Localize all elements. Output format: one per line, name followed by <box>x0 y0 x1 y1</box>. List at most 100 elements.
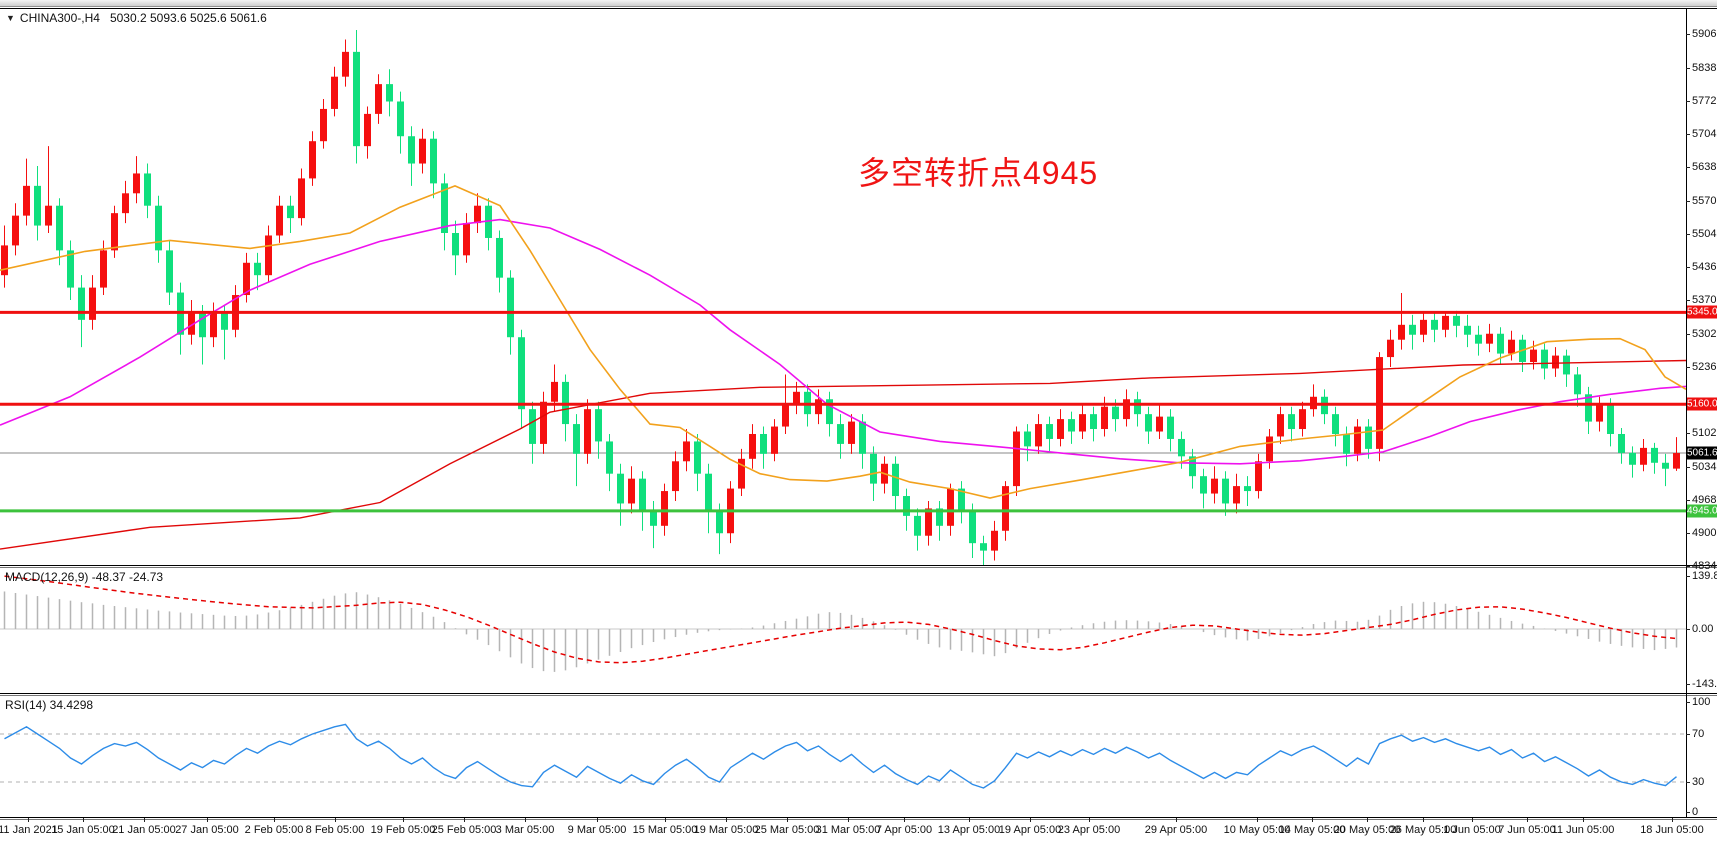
candle <box>980 543 987 551</box>
candle <box>23 185 30 216</box>
candle <box>870 453 877 484</box>
candle <box>364 113 371 147</box>
macd-tick-mark <box>1686 684 1690 686</box>
candle <box>617 473 624 504</box>
candle <box>1013 431 1020 487</box>
price-tick-label: 5570.0 <box>1692 194 1717 207</box>
candle <box>342 51 349 77</box>
candle <box>1486 333 1493 344</box>
rsi-tick-mark <box>1686 702 1690 703</box>
candle <box>485 205 492 238</box>
price-tick-label: 4900.0 <box>1692 527 1717 540</box>
candle <box>595 409 602 442</box>
candle <box>133 173 140 194</box>
candle <box>518 337 525 410</box>
rsi-tick-mark <box>1686 782 1690 783</box>
candle <box>298 178 305 219</box>
candle <box>1398 324 1405 340</box>
time-axis-label: 25 Mar 05:00 <box>754 824 820 836</box>
time-tick-mark <box>525 818 526 822</box>
candle <box>540 401 547 444</box>
candle <box>1057 419 1064 439</box>
candle <box>1585 394 1592 422</box>
price-tick-mark <box>1686 533 1690 535</box>
price-tick-mark <box>1686 300 1690 301</box>
candle <box>386 84 393 102</box>
time-tick-mark <box>1583 818 1584 822</box>
candle <box>958 488 965 511</box>
time-axis-label: 11 Jan 2021 <box>0 824 58 836</box>
time-axis-label: 11 Jun 05:00 <box>1551 824 1615 836</box>
rsi-tick-label: 30 <box>1692 776 1705 788</box>
candle <box>1354 426 1361 454</box>
price-tick-mark <box>1686 67 1690 69</box>
candle <box>1464 325 1471 335</box>
candle <box>1079 414 1086 432</box>
candle <box>122 193 129 214</box>
macd-tick-mark <box>1686 576 1690 577</box>
candle <box>1563 355 1570 375</box>
price-tick-label: 5772.0 <box>1692 94 1717 107</box>
candle <box>1596 404 1603 422</box>
time-tick-mark <box>1312 818 1313 822</box>
price-badge-4945.0: 4945.0 <box>1687 504 1717 518</box>
price-tick-mark <box>1686 333 1690 335</box>
candle <box>815 399 822 415</box>
candle <box>155 205 162 251</box>
macd-tick-label: 139.86 <box>1692 570 1717 582</box>
price-tick-label: 5436.0 <box>1692 261 1717 274</box>
candle <box>672 461 679 492</box>
candle <box>89 287 96 320</box>
candle <box>1134 399 1141 415</box>
macd-tick-mark <box>1686 629 1690 630</box>
candle <box>12 215 19 246</box>
candle <box>694 441 701 474</box>
candle <box>1189 456 1196 477</box>
time-tick-mark <box>144 818 145 822</box>
price-tick-mark <box>1686 100 1690 102</box>
title-ohlc-values: 5030.2 5093.6 5025.6 5061.6 <box>109 11 267 25</box>
candle <box>100 250 107 288</box>
price-tick-label: 5704.0 <box>1692 128 1717 141</box>
macd-indicator-label: MACD(12,26,9) -48.37 -24.73 <box>5 570 164 584</box>
candle <box>573 424 580 454</box>
time-axis-label: 15 Mar 05:00 <box>632 824 698 836</box>
price-tick-label: 5034.0 <box>1692 460 1717 473</box>
time-axis-label: 19 Apr 05:00 <box>998 824 1062 836</box>
candle <box>991 530 998 551</box>
candle <box>584 409 591 454</box>
candle <box>419 138 426 164</box>
horizontal-levels-layer[interactable] <box>0 310 1686 513</box>
candle <box>1288 414 1295 430</box>
candle <box>45 205 52 226</box>
candle <box>287 205 294 219</box>
chart-annotation-text[interactable]: 多空转折点4945 <box>858 155 1099 191</box>
expand-arrow-icon[interactable]: ▼ <box>6 13 15 23</box>
symbol-timeframe-label: CHINA300-,H4 <box>19 11 100 25</box>
candle <box>1222 478 1229 504</box>
candle <box>1640 447 1647 465</box>
candle <box>1574 374 1581 395</box>
rsi-line <box>4 723 1677 789</box>
time-axis-label: 7 Jun 05:00 <box>1498 824 1556 836</box>
candle <box>793 391 800 405</box>
time-tick-mark <box>1423 818 1424 822</box>
candle <box>1387 339 1394 358</box>
candle <box>1178 438 1185 457</box>
candle <box>1035 424 1042 447</box>
candle <box>1299 409 1306 430</box>
candle <box>1497 333 1504 354</box>
ma-magenta-line <box>0 218 1687 465</box>
candle <box>782 404 789 427</box>
price-badge-5160.0: 5160.0 <box>1687 397 1717 411</box>
candle <box>1233 486 1240 504</box>
candle <box>1343 433 1350 454</box>
candle <box>683 441 690 462</box>
time-tick-mark <box>207 818 208 822</box>
candle <box>243 262 250 296</box>
rsi-tick-label: 70 <box>1692 728 1705 740</box>
time-tick-mark <box>403 818 404 822</box>
candle <box>34 185 41 226</box>
time-axis-label: 20 May 05:00 <box>1333 824 1401 836</box>
